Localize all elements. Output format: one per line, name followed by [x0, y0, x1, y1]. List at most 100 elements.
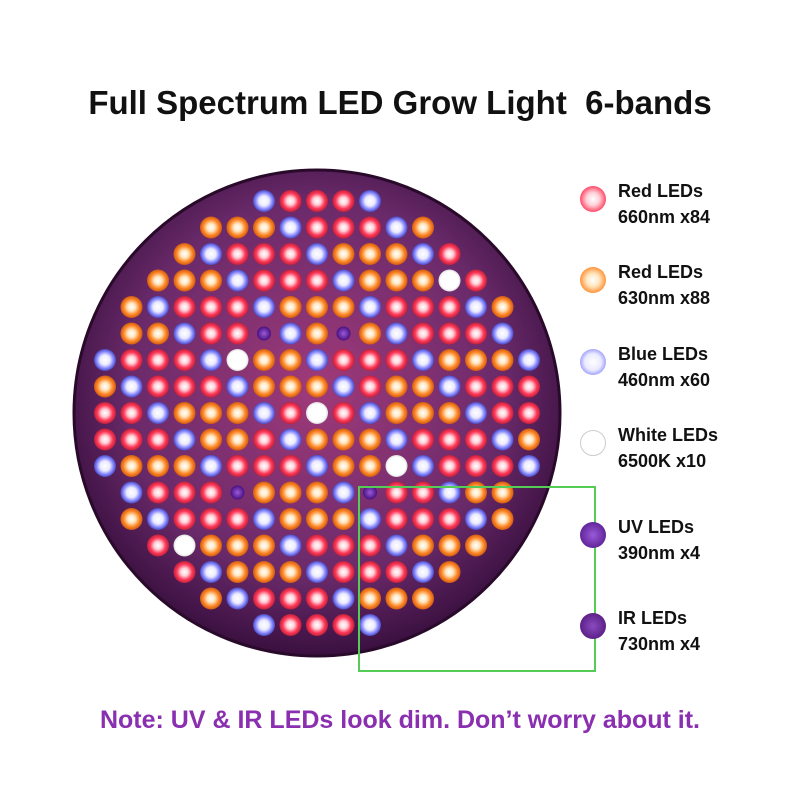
led	[332, 561, 355, 583]
led	[173, 481, 196, 504]
led	[412, 455, 434, 477]
led	[518, 455, 540, 477]
legend-label: Red LEDs	[618, 262, 704, 282]
led	[147, 349, 169, 371]
led	[200, 534, 222, 557]
led	[412, 534, 434, 557]
legend-label: Red LEDs	[618, 181, 704, 201]
led	[332, 455, 355, 477]
led	[359, 534, 381, 557]
led	[173, 402, 196, 424]
led	[226, 296, 249, 318]
led	[306, 481, 328, 504]
led-panel-image	[72, 168, 562, 658]
led	[253, 349, 275, 371]
led	[306, 190, 328, 212]
led	[412, 349, 434, 371]
led	[385, 296, 408, 318]
led	[385, 508, 408, 530]
led	[200, 243, 222, 265]
led	[147, 375, 169, 398]
led	[253, 402, 275, 424]
led	[257, 326, 271, 341]
led	[230, 485, 245, 500]
legend-item-red-660: Red LEDs 660nm x84	[578, 178, 788, 240]
led	[226, 508, 249, 530]
led	[306, 243, 328, 265]
led	[253, 296, 275, 318]
led	[412, 269, 434, 292]
led	[412, 243, 434, 265]
led	[332, 614, 355, 636]
led	[359, 428, 381, 451]
led	[306, 561, 328, 583]
led	[518, 349, 540, 371]
led	[438, 243, 461, 265]
legend-label: Blue LEDs	[618, 344, 709, 364]
page-title: Full Spectrum LED Grow Light 6-bands	[88, 84, 712, 121]
led	[438, 455, 461, 477]
led	[279, 349, 302, 371]
led	[279, 296, 302, 318]
led	[332, 349, 355, 371]
led	[359, 349, 381, 371]
led	[359, 243, 381, 265]
led	[226, 243, 249, 265]
led	[412, 402, 434, 424]
uv-led-icon	[580, 522, 606, 548]
led	[332, 402, 355, 424]
led	[279, 216, 302, 239]
led	[306, 296, 328, 318]
led	[226, 587, 249, 610]
led	[359, 561, 381, 583]
led	[120, 455, 143, 477]
led	[200, 402, 222, 424]
led	[253, 534, 275, 557]
led	[253, 481, 275, 504]
led	[120, 296, 143, 318]
led	[279, 243, 302, 265]
led	[332, 269, 355, 292]
led	[518, 428, 540, 451]
led	[332, 481, 355, 504]
led	[173, 269, 196, 292]
led	[200, 296, 222, 318]
led	[518, 402, 540, 424]
led	[332, 216, 355, 239]
led	[336, 326, 351, 341]
led	[465, 428, 487, 451]
led	[359, 269, 381, 292]
led	[306, 455, 328, 477]
led	[438, 561, 461, 583]
led	[359, 455, 381, 477]
led	[438, 269, 461, 292]
led	[306, 534, 328, 557]
led	[465, 375, 487, 398]
led	[491, 402, 514, 424]
led	[385, 322, 408, 345]
led	[279, 561, 302, 583]
led	[120, 349, 143, 371]
led	[279, 190, 302, 212]
led	[147, 455, 169, 477]
led	[226, 322, 249, 345]
led	[279, 269, 302, 292]
led	[332, 190, 355, 212]
led	[306, 269, 328, 292]
led	[147, 428, 169, 451]
led	[332, 375, 355, 398]
led	[279, 481, 302, 504]
led	[385, 534, 408, 557]
led	[491, 375, 514, 398]
led	[200, 375, 222, 398]
led	[412, 216, 434, 239]
led	[253, 455, 275, 477]
led	[332, 508, 355, 530]
led	[385, 216, 408, 239]
led	[200, 508, 222, 530]
led	[147, 296, 169, 318]
led	[226, 216, 249, 239]
led	[173, 296, 196, 318]
led	[253, 561, 275, 583]
led	[491, 349, 514, 371]
